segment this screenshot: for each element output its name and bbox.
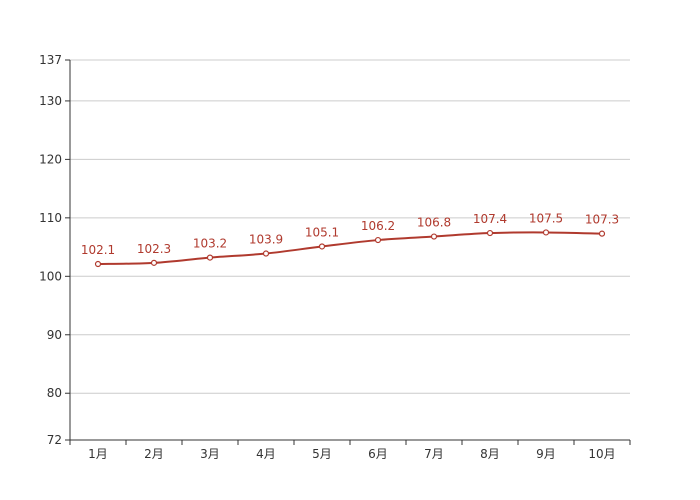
data-point <box>430 233 438 240</box>
y-tick-label: 100 <box>39 269 62 283</box>
series <box>94 229 606 268</box>
x-tick-label: 6月 <box>368 447 388 461</box>
data-label: 107.5 <box>529 211 563 225</box>
data-label: 103.2 <box>193 237 227 251</box>
axes: 72 80 90 100 110 120 130 137 1月 2月 3月 4月 5月 6月 7月 8月 9月 1… <box>39 53 631 461</box>
y-tick-label: 120 <box>39 152 62 166</box>
x-tick-label: 7月 <box>424 447 444 461</box>
x-tick-label: 5月 <box>312 447 332 461</box>
data-label: 102.1 <box>81 243 115 257</box>
x-tick-label: 1月 <box>88 447 108 461</box>
data-point <box>150 259 158 266</box>
data-label: 105.1 <box>305 225 339 239</box>
y-tick-label: 72 <box>47 433 62 447</box>
y-tick-label: 110 <box>39 211 62 225</box>
data-label: 106.8 <box>417 216 451 230</box>
data-point <box>374 236 382 244</box>
series-line <box>97 231 603 266</box>
data-point <box>318 243 326 250</box>
data-label: 106.2 <box>361 219 395 233</box>
data-labels: 102.1 102.3 103.2 103.9 105.1 106.2 106.8 107.4… <box>81 211 619 257</box>
data-label: 102.3 <box>137 242 171 256</box>
y-tick-label: 137 <box>39 53 62 67</box>
y-tick-label: 90 <box>47 328 62 342</box>
x-tick-label: 10月 <box>588 447 615 461</box>
x-tick-label: 4月 <box>256 447 276 461</box>
x-tick-label: 9月 <box>536 447 556 461</box>
x-tick-label: 2月 <box>144 447 164 461</box>
data-label: 103.9 <box>249 233 283 247</box>
data-point <box>94 260 102 268</box>
y-tick-label: 80 <box>47 386 62 400</box>
x-tick-label: 3月 <box>200 447 220 461</box>
data-point <box>262 250 270 257</box>
data-point <box>486 229 494 237</box>
data-label: 107.3 <box>585 213 619 227</box>
x-tick-label: 8月 <box>480 447 500 461</box>
grid-lines <box>70 59 630 394</box>
data-point <box>542 229 550 236</box>
data-point <box>598 230 606 237</box>
data-label: 107.4 <box>473 212 507 226</box>
y-tick-label: 130 <box>39 94 62 108</box>
data-point <box>206 254 214 261</box>
